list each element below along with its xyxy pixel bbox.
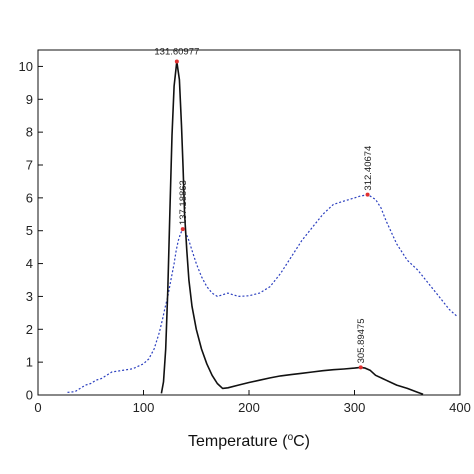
x-axis-title-main: Temperature (	[188, 433, 288, 450]
y-tick-label: 10	[19, 59, 33, 74]
tick-layer: 0 100 200 300 400 0 1 2 3 4 5 6 7 8 9 10	[19, 59, 471, 415]
y-tick-label: 1	[26, 355, 33, 370]
peak-marker	[365, 192, 370, 197]
y-tick-label: 6	[26, 190, 33, 205]
x-axis-title: Temperature (oC)	[188, 432, 310, 450]
x-tick-label: 400	[449, 400, 471, 415]
annotation-layer: 131.60977 137.18863 312.40674 305.89475	[154, 47, 374, 364]
peak-label: 312.40674	[363, 146, 374, 191]
peak-marker-layer	[174, 59, 370, 370]
peak-label: 131.60977	[154, 47, 199, 58]
x-tick-label: 300	[344, 400, 366, 415]
peak-marker	[174, 59, 179, 64]
y-tick-label: 4	[26, 256, 33, 271]
y-tick-label: 0	[26, 388, 33, 403]
x-axis-title-superscript: o	[288, 432, 294, 443]
x-tick-label: 100	[133, 400, 155, 415]
x-axis-title-tail: C)	[293, 433, 310, 450]
series-layer	[67, 60, 458, 396]
dotted-series-line	[67, 194, 458, 393]
peak-label: 137.18863	[178, 180, 189, 225]
peak-marker	[358, 365, 363, 370]
y-tick-label: 3	[26, 289, 33, 304]
plot-frame	[37, 49, 461, 396]
solid-series-line	[160, 60, 424, 396]
y-tick-label: 8	[26, 125, 33, 140]
y-tick-label: 7	[26, 158, 33, 173]
y-tick-label: 5	[26, 223, 33, 238]
peak-marker	[180, 227, 185, 232]
peak-label: 305.89475	[356, 318, 367, 363]
x-tick-label: 200	[238, 400, 260, 415]
y-tick-label: 2	[26, 322, 33, 337]
y-tick-label: 9	[26, 92, 33, 107]
x-tick-label: 0	[34, 400, 41, 415]
